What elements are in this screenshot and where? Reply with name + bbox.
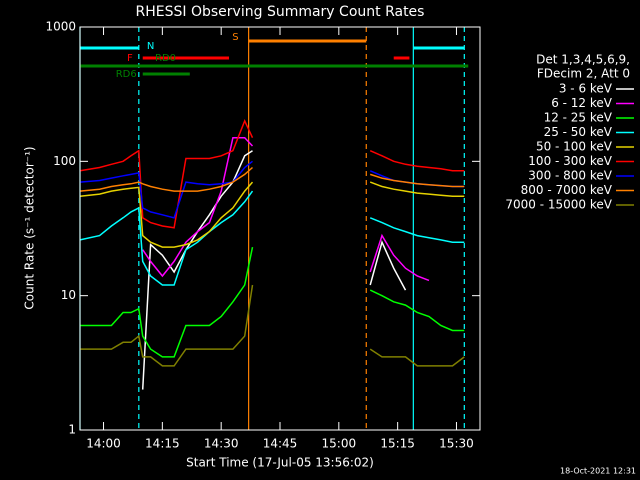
x-tick-label: 14:15 bbox=[145, 437, 180, 451]
footer: 18-Oct-2021 12:31 bbox=[560, 467, 636, 476]
series-line bbox=[142, 136, 430, 282]
legend-header: FDecim 2, Att 0 bbox=[537, 67, 630, 81]
flag-label: F bbox=[127, 53, 133, 64]
legend-label: 100 - 300 keV bbox=[528, 154, 612, 168]
chart-title: RHESSI Observing Summary Count Rates bbox=[136, 4, 425, 20]
flag-label: N bbox=[147, 41, 154, 52]
x-tick-label: 15:30 bbox=[439, 437, 474, 451]
legend-header: Det 1,3,4,5,6,9, bbox=[536, 53, 630, 67]
y-axis-label: Count Rate (s⁻¹ detector⁻¹) bbox=[23, 146, 37, 309]
y-tick-label: 10 bbox=[61, 288, 76, 302]
x-axis-label: Start Time (17-Jul-05 13:56:02) bbox=[186, 456, 374, 470]
y-tick-label: 1000 bbox=[45, 20, 76, 34]
x-tick-label: 15:00 bbox=[322, 437, 357, 451]
legend-label: 25 - 50 keV bbox=[544, 125, 613, 139]
series-line bbox=[80, 246, 465, 358]
flag-label: RD6 bbox=[116, 69, 137, 80]
flag-label: RD0 bbox=[155, 53, 176, 64]
series-line bbox=[79, 190, 465, 286]
x-tick-label: 14:30 bbox=[204, 437, 239, 451]
x-tick-label: 14:45 bbox=[263, 437, 298, 451]
y-tick-label: 100 bbox=[53, 154, 76, 168]
series-line bbox=[79, 119, 465, 229]
legend-label: 12 - 25 keV bbox=[544, 111, 613, 125]
legend-label: 800 - 7000 keV bbox=[521, 183, 613, 197]
legend-label: 6 - 12 keV bbox=[551, 96, 613, 110]
x-tick-label: 14:00 bbox=[86, 437, 121, 451]
legend-label: 50 - 100 keV bbox=[536, 140, 613, 154]
legend-label: 300 - 800 keV bbox=[528, 169, 612, 183]
series-line bbox=[80, 284, 465, 367]
flag-label: S bbox=[232, 32, 238, 43]
series-line bbox=[79, 166, 465, 192]
y-tick-label: 1 bbox=[68, 423, 76, 437]
legend-label: 3 - 6 keV bbox=[559, 82, 613, 96]
series-line bbox=[79, 181, 465, 248]
x-tick-label: 15:15 bbox=[380, 437, 415, 451]
legend-label: 7000 - 15000 keV bbox=[505, 198, 612, 212]
